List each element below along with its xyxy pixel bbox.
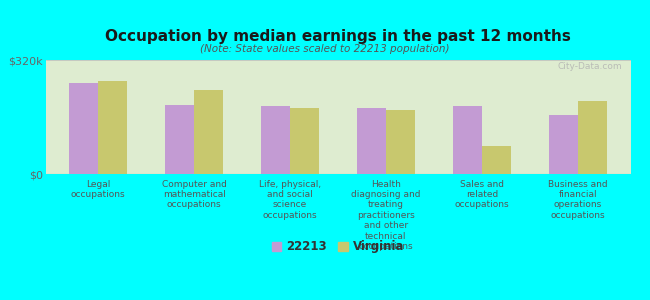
- Bar: [549, 115, 578, 174]
- Bar: [482, 146, 511, 174]
- Text: (Note: State values scaled to 22213 population): (Note: State values scaled to 22213 popu…: [200, 44, 450, 53]
- Bar: [386, 110, 415, 174]
- Bar: [578, 101, 606, 174]
- Bar: [453, 106, 482, 174]
- Bar: [194, 90, 223, 174]
- Bar: [358, 108, 386, 174]
- Bar: [70, 83, 98, 174]
- Bar: [261, 106, 290, 174]
- Bar: [165, 104, 194, 174]
- Bar: [290, 108, 318, 174]
- Title: Occupation by median earnings in the past 12 months: Occupation by median earnings in the pas…: [105, 28, 571, 44]
- Bar: [98, 81, 127, 174]
- Text: City-Data.com: City-Data.com: [557, 62, 621, 71]
- Legend: 22213, Virginia: 22213, Virginia: [268, 237, 408, 257]
